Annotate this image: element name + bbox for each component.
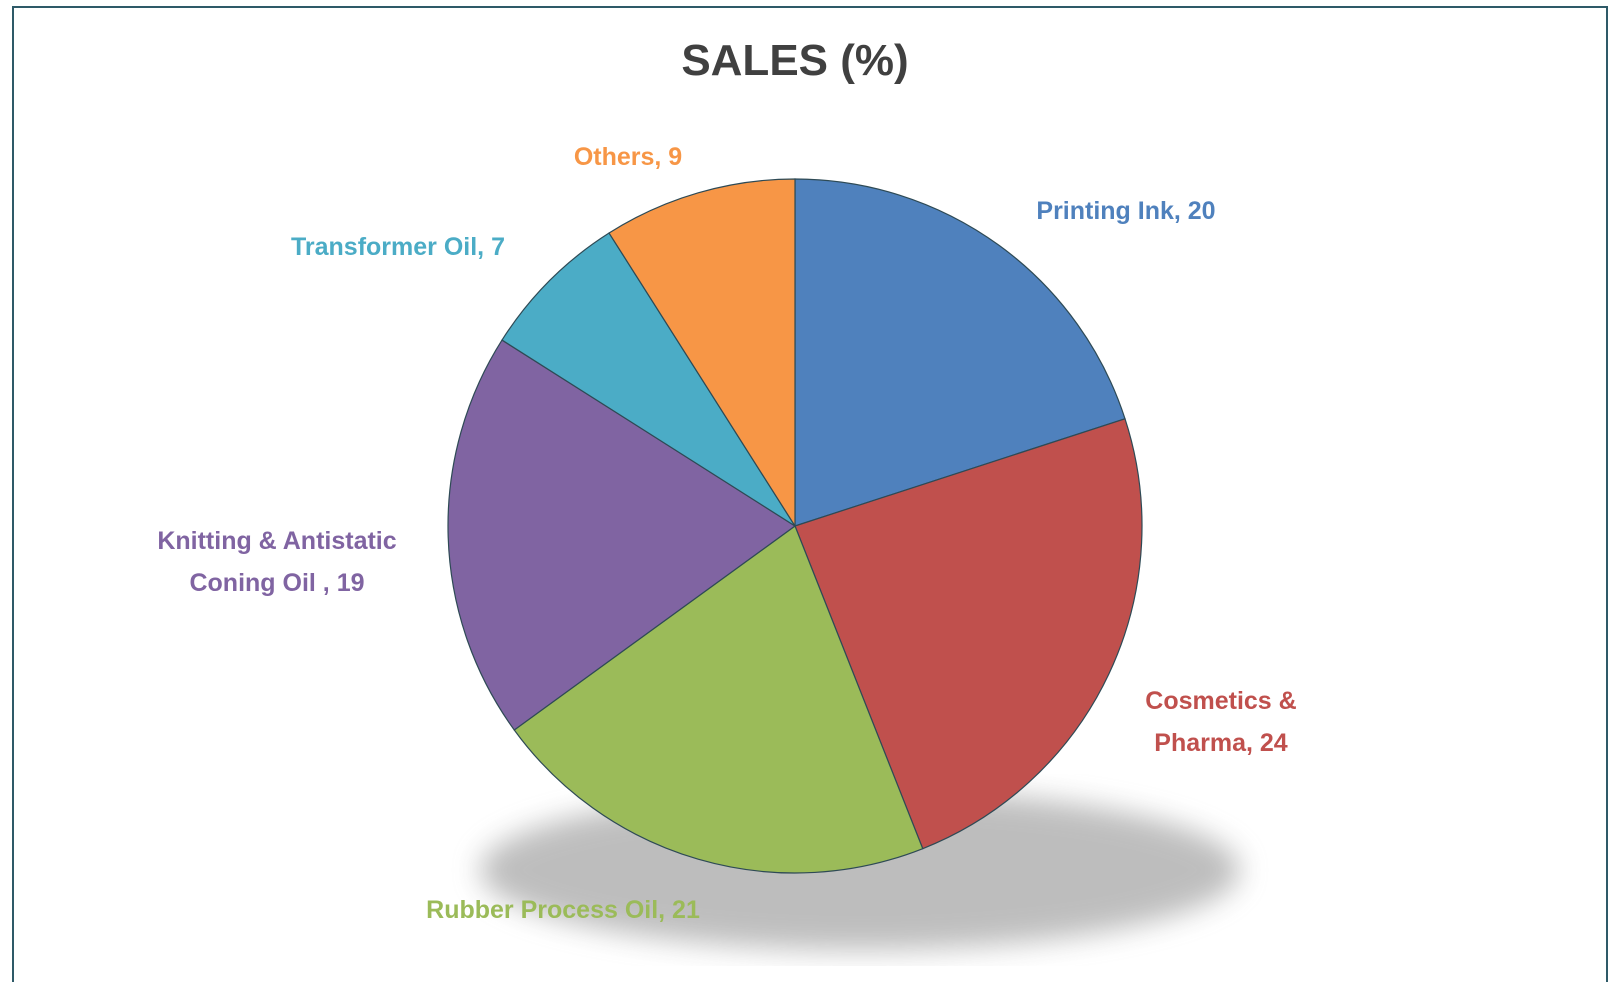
data-label: Others, 9 xyxy=(573,143,683,171)
pie-slice xyxy=(513,525,924,874)
data-label: Knitting & Antistatic Coning Oil , 19 xyxy=(157,527,397,597)
chart-title: SALES (%) xyxy=(681,36,909,85)
pie-slice xyxy=(794,178,1126,527)
pie-slice xyxy=(447,339,797,731)
pie-slice xyxy=(501,232,796,527)
data-label: Printing Ink, 20 xyxy=(1036,197,1216,225)
data-label: Transformer Oil, 7 xyxy=(291,233,505,261)
pie-slice xyxy=(794,418,1143,850)
data-label: Rubber Process Oil, 21 xyxy=(426,896,700,924)
data-label: Cosmetics & Pharma, 24 xyxy=(1145,687,1297,757)
chart-frame xyxy=(12,6,1608,982)
pie-slice xyxy=(608,178,796,529)
